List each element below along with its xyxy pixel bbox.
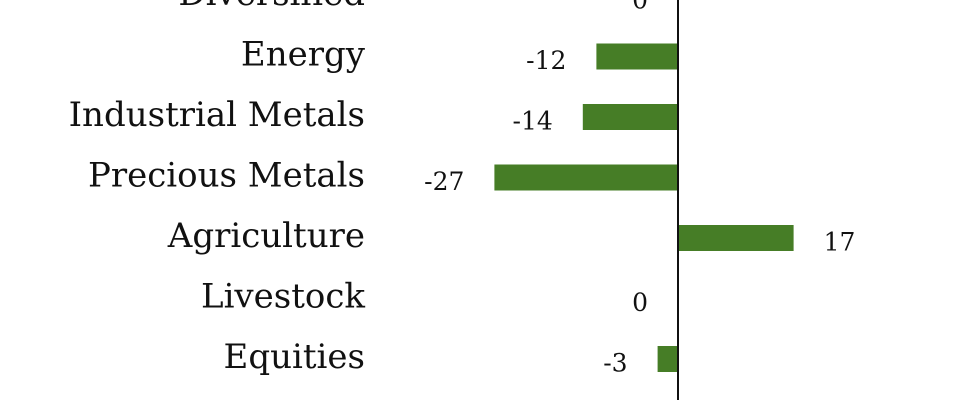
category-label: Diversified [178,0,365,14]
value-label: 17 [824,228,856,257]
category-label: Agriculture [167,216,365,256]
value-label: 0 [632,288,648,317]
category-label: Industrial Metals [69,95,365,135]
category-label: Energy [241,35,366,75]
category-label: Precious Metals [88,156,365,196]
bar [494,164,678,191]
value-label: -3 [603,349,627,378]
bar [657,346,678,372]
bar [678,225,794,251]
bar [596,43,678,70]
value-label: -12 [526,46,566,75]
value-label: 0 [632,0,648,15]
value-label: -14 [513,107,553,136]
category-label: Equities [224,337,365,377]
category-label: Livestock [201,277,365,317]
value-label: -27 [424,167,464,196]
bar [582,104,678,130]
